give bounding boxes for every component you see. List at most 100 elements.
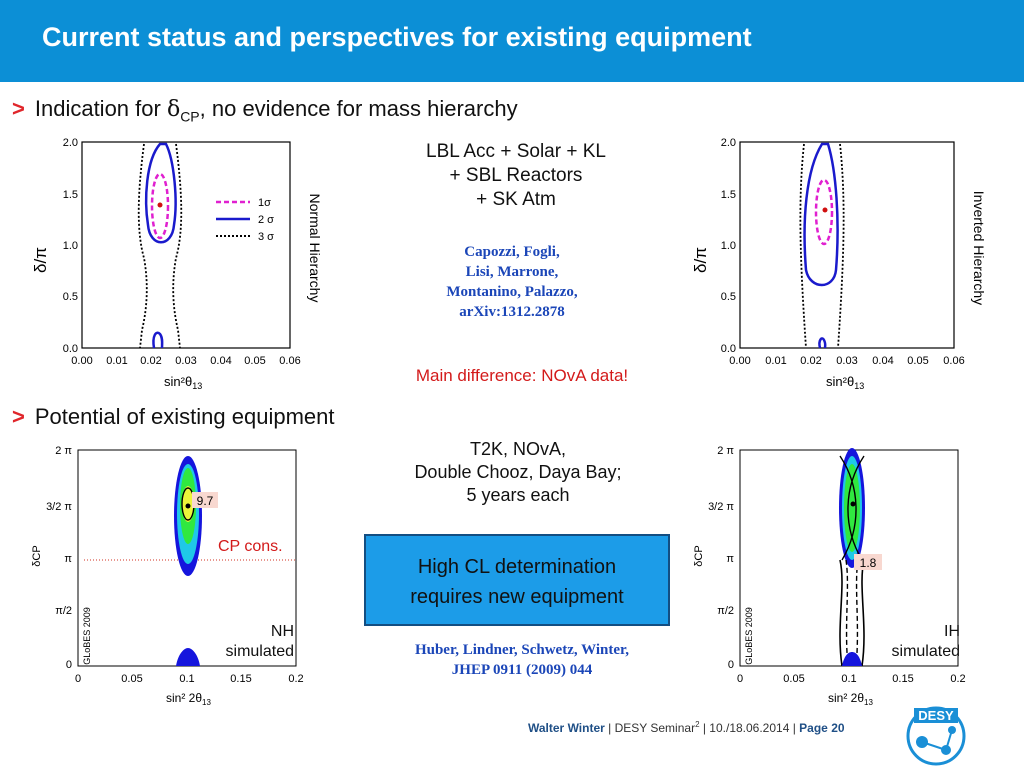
contour-2-sigma	[803, 142, 839, 287]
x-tick: 0.1	[841, 673, 856, 685]
callout-line: requires new equipment	[410, 586, 624, 608]
contour-1-sigma	[150, 172, 170, 240]
main-difference-note: Main difference: NOvA data!	[415, 366, 629, 385]
y-tick: π/2	[55, 605, 72, 617]
contour-2-sigma-lower	[152, 331, 164, 349]
value-badge-text: 9.7	[197, 494, 214, 508]
citation-huber: Huber, Lindner, Schwetz, Winter, JHEP 09…	[366, 640, 678, 680]
experiments-line: 5 years each	[466, 485, 570, 505]
data-set-line: + SBL Reactors	[449, 165, 583, 186]
value-badge	[854, 554, 882, 570]
x-tick: 0.15	[892, 673, 913, 685]
value-badge-text: 1.8	[860, 556, 877, 570]
x-tick: 0.03	[175, 355, 196, 367]
slide-footer: Walter Winter | DESY Seminar2 | 10./18.0…	[528, 720, 845, 735]
x-tick: 0.1	[179, 673, 194, 685]
x-tick: 0.2	[950, 673, 965, 685]
value-badge	[192, 492, 218, 508]
y-tick: 1.0	[63, 240, 78, 252]
y-tick: 2.0	[63, 137, 78, 149]
x-tick: 0	[75, 673, 81, 685]
x-tick: 0.02	[140, 355, 161, 367]
x-axis-label: sin²θ13	[826, 374, 864, 391]
bullet-potential: > Potential of existing equipment	[12, 404, 335, 430]
ih-simulated-label: IH simulated	[866, 622, 960, 662]
legend-2sigma: 2 σ	[258, 214, 274, 226]
x-axis-label: sin²θ13	[164, 374, 202, 391]
x-tick: 0.04	[872, 355, 893, 367]
y-tick: 1.5	[721, 189, 736, 201]
data-sets-label: LBL Acc + Solar + KL + SBL Reactors + SK…	[396, 140, 636, 212]
footer-author: Walter Winter	[528, 721, 605, 735]
y-tick: 3/2 π	[46, 501, 72, 513]
bullet-marker: >	[12, 96, 25, 121]
y-tick: π/2	[717, 605, 734, 617]
simulated-label: simulated	[891, 643, 960, 660]
bullet-indication: > Indication for δCP, no evidence for mas…	[12, 96, 518, 124]
footer-sup: 2	[695, 720, 700, 729]
bullet-text-suffix: , no evidence for mass hierarchy	[199, 96, 518, 121]
true-value-point	[850, 501, 856, 507]
plot-normal-hierarchy: 2.0 1.5 1.0 0.5 0.0 0.00 0.01 0.02 0.03 …	[26, 130, 336, 395]
true-value-point	[185, 503, 191, 509]
legend-1sigma: 1σ	[258, 197, 271, 209]
hierarchy-label: Normal Hierarchy	[307, 194, 323, 303]
contour-1-sigma	[814, 178, 834, 246]
y-tick: 0.5	[63, 291, 78, 303]
contour-3-sigma	[799, 143, 845, 349]
y-tick: 2 π	[55, 445, 72, 457]
x-axis-label: sin² 2θ13	[828, 691, 873, 707]
x-tick: 0.15	[230, 673, 251, 685]
x-axis-label: sin² 2θ13	[166, 691, 211, 707]
x-tick: 0.06	[279, 355, 300, 367]
citation-line: Lisi, Marrone,	[465, 264, 559, 280]
x-tick: 0.06	[943, 355, 964, 367]
citation-line: Montanino, Palazzo,	[446, 284, 578, 300]
x-tick: 0.05	[907, 355, 928, 367]
desy-logo: DESY	[902, 698, 970, 766]
x-tick: 0.05	[244, 355, 265, 367]
experiments-line: T2K, NOvA,	[469, 439, 567, 459]
nh-label: NH	[270, 623, 294, 640]
y-axis-label: δ/π	[31, 247, 50, 273]
y-tick: 0.5	[721, 291, 736, 303]
simulated-label: simulated	[225, 643, 294, 660]
plot-legend: 1σ 2 σ 3 σ	[216, 197, 274, 243]
region-lower	[842, 652, 862, 666]
y-axis-label: δCP	[693, 545, 705, 566]
region-1sigma	[844, 464, 860, 552]
ih-label: IH	[944, 623, 960, 640]
contour-line	[839, 455, 865, 561]
experiments-label: T2K, NOvA, Double Chooz, Daya Bay; 5 yea…	[376, 438, 660, 507]
citation-line: Huber, Lindner, Schwetz, Winter,	[414, 642, 630, 658]
contour-2-sigma-lower	[818, 337, 827, 349]
globes-label: GLoBES 2009	[82, 607, 92, 665]
footer-page: Page 20	[799, 721, 845, 735]
y-tick: π	[64, 553, 72, 565]
cp-cons-label: CP cons.	[218, 538, 283, 555]
y-tick: 0.0	[721, 343, 736, 355]
data-set-line: + SK Atm	[476, 189, 556, 210]
x-tick: 0.04	[210, 355, 231, 367]
y-axis-label: δ/π	[691, 247, 710, 273]
delta-symbol: δ	[166, 97, 181, 122]
citation-capozzi: Capozzi, Fogli, Lisi, Marrone, Montanino…	[412, 242, 612, 322]
x-tick: 0.01	[765, 355, 786, 367]
hierarchy-label: Inverted Hierarchy	[971, 191, 987, 305]
y-tick: 2.0	[721, 137, 736, 149]
y-tick: 0.0	[63, 343, 78, 355]
logo-text: DESY	[918, 708, 954, 723]
x-tick: 0.03	[836, 355, 857, 367]
y-tick: 1.0	[721, 240, 736, 252]
plot-nh-simulated: 2 π 3/2 π π π/2 0 0 0.05 0.1 0.15 0.2 si…	[28, 436, 318, 708]
slide-header: Current status and perspectives for exis…	[0, 0, 1024, 82]
delta-subscript: CP	[180, 108, 200, 125]
x-tick: 0.00	[71, 355, 92, 367]
footer-date: | 10./18.06.2014 |	[699, 721, 800, 735]
contour-3-sigma	[137, 143, 183, 349]
nh-simulated-label: NH simulated	[200, 622, 294, 662]
x-tick: 0.00	[729, 355, 750, 367]
footer-event: | DESY Seminar	[604, 721, 696, 735]
high-cl-callout: High CL determination requires new equip…	[364, 534, 670, 626]
x-tick: 0.02	[800, 355, 821, 367]
